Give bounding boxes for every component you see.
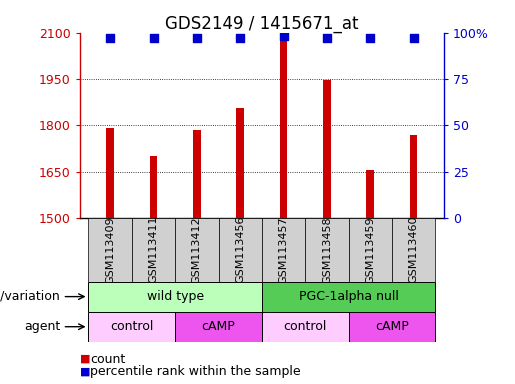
Text: count: count [90, 353, 125, 366]
Text: GSM113460: GSM113460 [408, 216, 419, 283]
Bar [410, 134, 418, 218]
Title: GDS2149 / 1415671_at: GDS2149 / 1415671_at [165, 15, 358, 33]
Text: ■: ■ [80, 367, 90, 377]
Text: ■: ■ [80, 354, 90, 364]
Point [280, 33, 288, 40]
Text: GSM113411: GSM113411 [148, 216, 159, 283]
Bar [89, 281, 262, 312]
Text: wild type: wild type [147, 290, 204, 303]
Bar [175, 312, 262, 342]
Bar [89, 218, 132, 281]
Text: agent: agent [24, 320, 60, 333]
Bar [323, 81, 331, 218]
Point [106, 35, 114, 41]
Text: cAMP: cAMP [202, 320, 235, 333]
Text: control: control [110, 320, 153, 333]
Bar [218, 218, 262, 281]
Bar [150, 156, 158, 218]
Bar [175, 218, 218, 281]
Point [149, 35, 158, 41]
Bar [262, 218, 305, 281]
Bar [132, 218, 175, 281]
Point [366, 35, 374, 41]
Bar [280, 37, 287, 218]
Text: control: control [284, 320, 327, 333]
Text: GSM113412: GSM113412 [192, 216, 202, 283]
Bar [89, 312, 175, 342]
Text: percentile rank within the sample: percentile rank within the sample [90, 365, 301, 378]
Text: GSM113409: GSM113409 [105, 216, 115, 283]
Text: GSM113459: GSM113459 [365, 216, 375, 283]
Point [323, 35, 331, 41]
Bar [262, 281, 435, 312]
Text: GSM113456: GSM113456 [235, 216, 245, 283]
Bar [193, 130, 201, 218]
Text: PGC-1alpha null: PGC-1alpha null [299, 290, 399, 303]
Bar [262, 312, 349, 342]
Bar [349, 218, 392, 281]
Bar [349, 312, 435, 342]
Bar [305, 218, 349, 281]
Point [193, 35, 201, 41]
Bar [366, 170, 374, 218]
Text: GSM113458: GSM113458 [322, 216, 332, 283]
Text: genotype/variation: genotype/variation [0, 290, 60, 303]
Text: GSM113457: GSM113457 [279, 216, 288, 283]
Bar [106, 128, 114, 218]
Text: cAMP: cAMP [375, 320, 409, 333]
Point [409, 35, 418, 41]
Bar [236, 108, 244, 218]
Bar [392, 218, 435, 281]
Point [236, 35, 244, 41]
